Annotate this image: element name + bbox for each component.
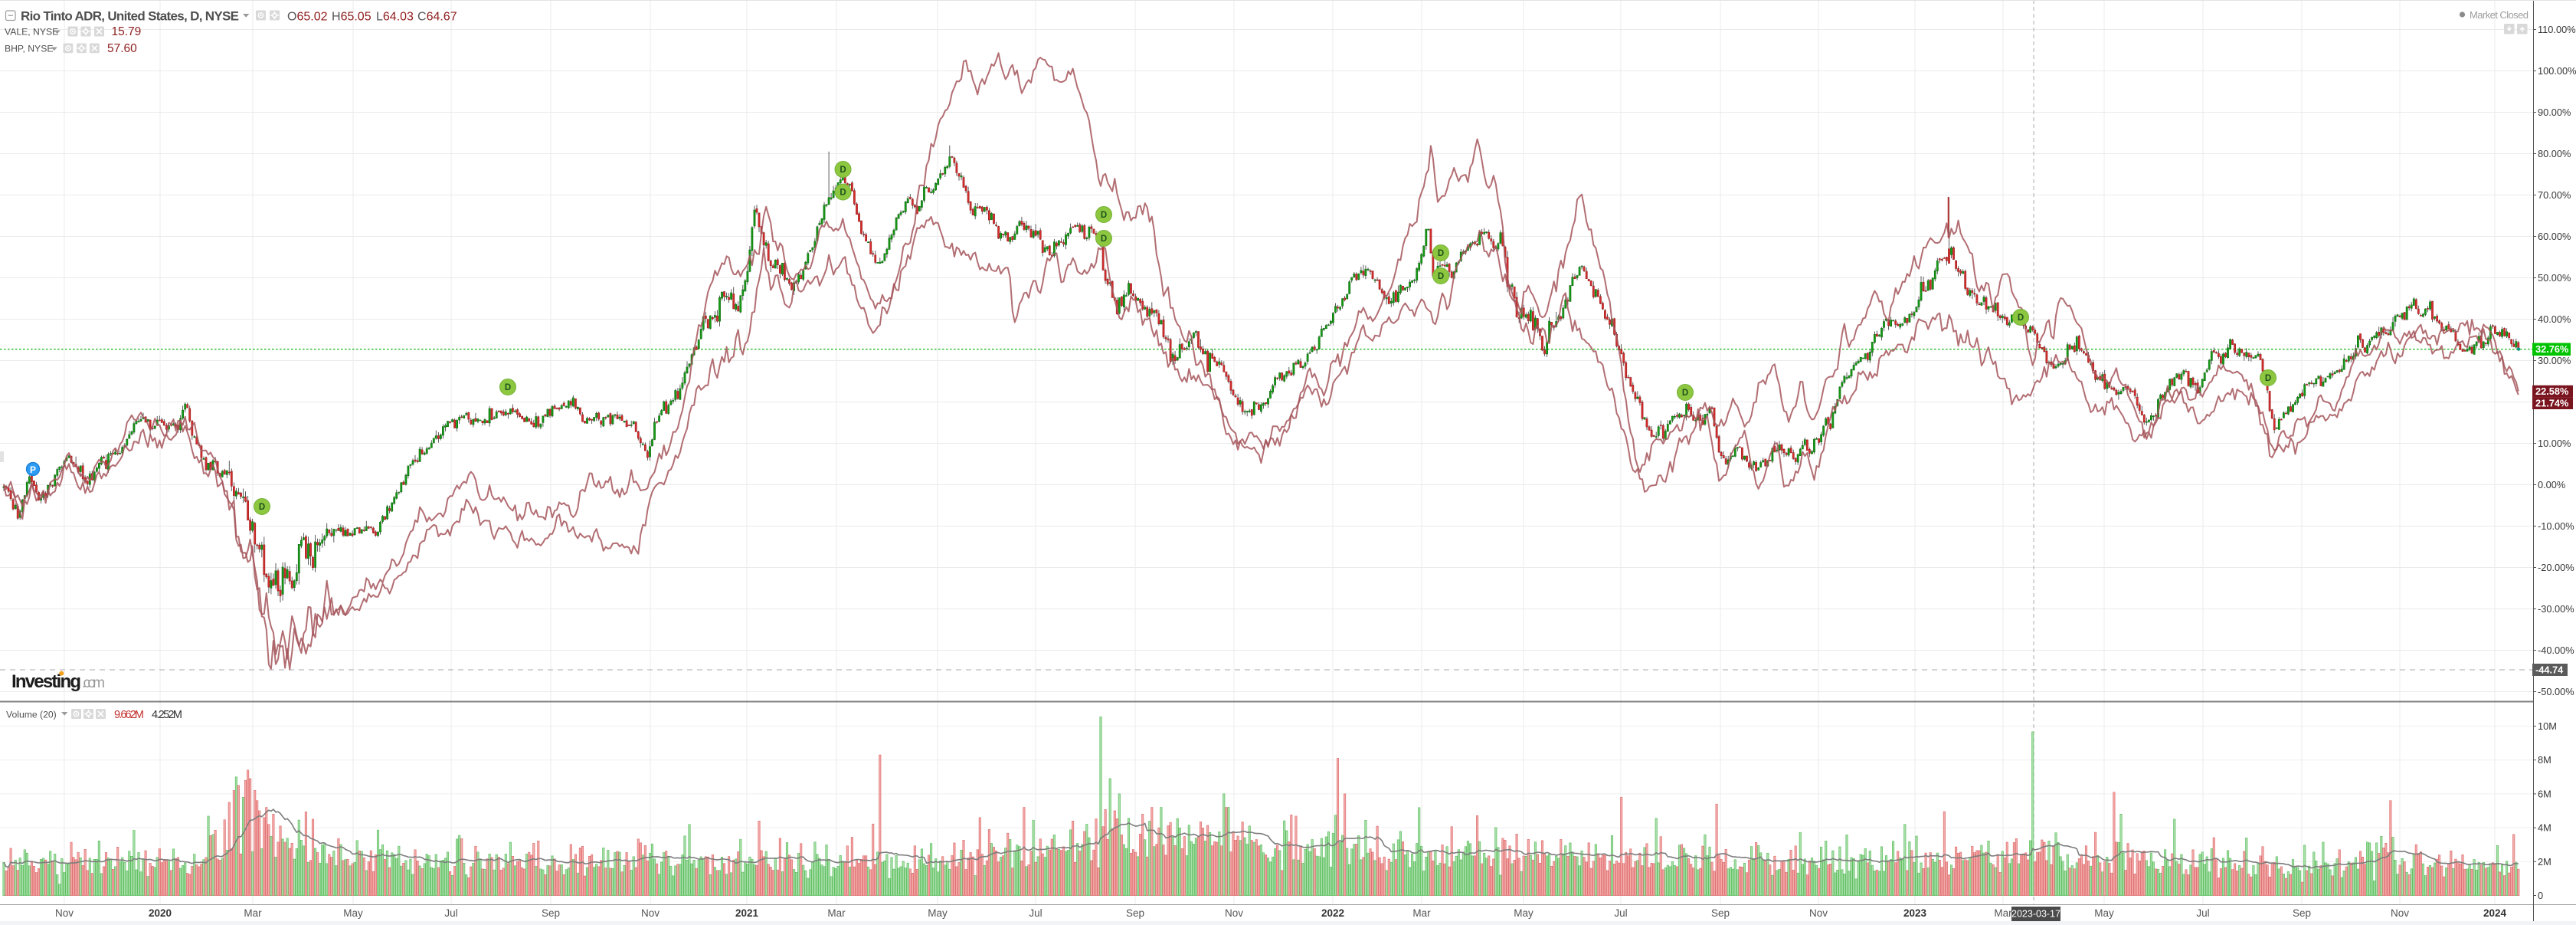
svg-text:VALE, NYSE: VALE, NYSE xyxy=(5,27,58,38)
svg-text:22.58%: 22.58% xyxy=(2535,385,2569,397)
svg-text:40.00%: 40.00% xyxy=(2538,313,2571,325)
svg-text:May: May xyxy=(1514,907,1533,919)
svg-text:D: D xyxy=(2265,374,2271,383)
svg-text:9.662M: 9.662M xyxy=(114,709,144,721)
svg-text:Mar: Mar xyxy=(244,907,262,919)
svg-text:4.252M: 4.252M xyxy=(152,709,182,721)
svg-text:D: D xyxy=(1438,272,1444,281)
svg-text:21.74%: 21.74% xyxy=(2535,398,2569,409)
svg-text:4M: 4M xyxy=(2538,822,2551,834)
svg-text:10.00%: 10.00% xyxy=(2538,438,2571,449)
svg-text:-50.00%: -50.00% xyxy=(2538,686,2574,697)
svg-text:May: May xyxy=(928,907,948,919)
svg-text:10M: 10M xyxy=(2538,720,2557,732)
svg-text:-30.00%: -30.00% xyxy=(2538,603,2574,615)
svg-text:6M: 6M xyxy=(2538,788,2551,799)
svg-text:Mar: Mar xyxy=(1994,907,2012,919)
svg-text:.com: .com xyxy=(82,675,105,691)
svg-text:70.00%: 70.00% xyxy=(2538,189,2571,201)
svg-text:57.60: 57.60 xyxy=(107,42,137,55)
svg-text:D: D xyxy=(1438,249,1444,258)
svg-text:2021: 2021 xyxy=(735,907,759,919)
svg-text:O65.02: O65.02 xyxy=(287,11,328,24)
svg-text:90.00%: 90.00% xyxy=(2538,107,2571,118)
svg-text:L64.03: L64.03 xyxy=(376,11,414,24)
svg-text:50.00%: 50.00% xyxy=(2538,272,2571,284)
svg-text:Jul: Jul xyxy=(1614,907,1627,919)
svg-text:60.00%: 60.00% xyxy=(2538,231,2571,242)
svg-text:D: D xyxy=(505,383,511,392)
svg-text:BHP, NYSE: BHP, NYSE xyxy=(5,44,53,54)
svg-text:2020: 2020 xyxy=(149,907,172,919)
svg-text:Mar: Mar xyxy=(1412,907,1431,919)
svg-text:D: D xyxy=(1101,211,1107,220)
svg-text:D: D xyxy=(1101,235,1107,244)
svg-text:Market Closed: Market Closed xyxy=(2470,9,2529,21)
svg-text:-44.74: -44.74 xyxy=(2535,664,2564,675)
svg-text:Nov: Nov xyxy=(2391,907,2409,919)
svg-text:0.00%: 0.00% xyxy=(2538,479,2565,490)
svg-text:Nov: Nov xyxy=(1225,907,1243,919)
svg-text:Investing: Investing xyxy=(11,671,81,692)
svg-text:30.00%: 30.00% xyxy=(2538,355,2571,366)
svg-text:D: D xyxy=(2018,313,2024,323)
svg-text:Nov: Nov xyxy=(55,907,74,919)
svg-text:-40.00%: -40.00% xyxy=(2538,645,2574,656)
svg-text:Nov: Nov xyxy=(641,907,660,919)
svg-text:Mar: Mar xyxy=(827,907,846,919)
svg-text:-20.00%: -20.00% xyxy=(2538,562,2574,573)
svg-text:Jul: Jul xyxy=(1029,907,1042,919)
svg-text:May: May xyxy=(343,907,363,919)
svg-text:2023-03-17: 2023-03-17 xyxy=(2011,908,2060,919)
svg-text:100.00%: 100.00% xyxy=(2538,65,2576,77)
svg-text:Sep: Sep xyxy=(2293,907,2311,919)
svg-text:Sep: Sep xyxy=(542,907,560,919)
svg-text:Sep: Sep xyxy=(1126,907,1144,919)
svg-text:2022: 2022 xyxy=(1321,907,1344,919)
svg-text:-10.00%: -10.00% xyxy=(2538,520,2574,532)
svg-text:P: P xyxy=(30,464,36,475)
svg-text:Jul: Jul xyxy=(2196,907,2209,919)
svg-text:D: D xyxy=(840,166,846,175)
svg-text:H65.05: H65.05 xyxy=(332,11,372,24)
svg-text:2023: 2023 xyxy=(1903,907,1927,919)
svg-text:2M: 2M xyxy=(2538,856,2551,868)
svg-text:C64.67: C64.67 xyxy=(417,11,457,24)
svg-text:8M: 8M xyxy=(2538,754,2551,766)
svg-text:Rio Tinto ADR, United States,: Rio Tinto ADR, United States, D, NYSE xyxy=(21,9,239,24)
svg-text:0: 0 xyxy=(2538,890,2543,901)
svg-text:110.00%: 110.00% xyxy=(2538,24,2576,35)
svg-text:Sep: Sep xyxy=(1711,907,1730,919)
svg-text:D: D xyxy=(1682,389,1688,398)
svg-text:D: D xyxy=(840,189,846,198)
svg-text:2024: 2024 xyxy=(2483,907,2507,919)
svg-text:Jul: Jul xyxy=(444,907,457,919)
svg-text:80.00%: 80.00% xyxy=(2538,148,2571,159)
svg-text:Nov: Nov xyxy=(1809,907,1828,919)
svg-text:Volume (20): Volume (20) xyxy=(6,710,57,720)
svg-text:32.76%: 32.76% xyxy=(2535,343,2569,355)
svg-text:15.79: 15.79 xyxy=(112,25,142,38)
svg-text:May: May xyxy=(2094,907,2114,919)
svg-text:D: D xyxy=(259,503,265,512)
